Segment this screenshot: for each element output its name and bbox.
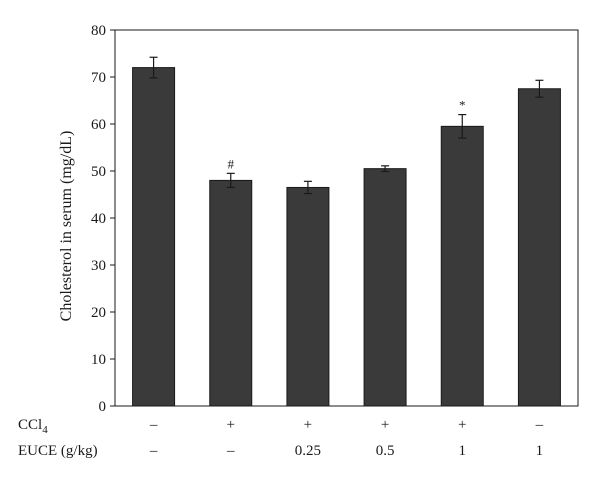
y-tick-label: 20 [91,305,106,321]
annotations: #* [228,98,466,172]
bar [286,186,330,407]
significance-marker: * [459,98,466,113]
condition-value: 0.5 [376,443,395,459]
condition-row: CCl4 – + + + + – [18,417,544,436]
condition-value: 1 [459,443,467,459]
plot-frame [114,29,579,407]
y-tick-label: 70 [91,70,106,86]
condition-value: + [458,417,466,433]
condition-row-label: EUCE (g/kg) [18,443,98,459]
condition-value: + [227,417,235,433]
condition-row-label: CCl4 [18,417,48,436]
bar [517,88,561,407]
condition-value: – [149,417,158,433]
bar [132,67,176,407]
condition-row: EUCE (g/kg) – – 0.25 0.5 1 1 [18,443,543,459]
y-tick-label: 10 [91,352,106,368]
y-axis-label: Cholesterol in serum (mg/dL) [58,131,75,322]
y-tick-label: 50 [91,164,106,180]
error-bar [381,165,390,173]
error-bar [226,172,235,189]
y-tick-label: 60 [91,117,106,133]
y-tick-label: 0 [99,399,107,415]
condition-value: – [535,417,544,433]
error-bars [149,56,544,195]
y-tick-label: 80 [91,23,106,39]
bar [363,168,407,407]
condition-value: + [381,417,389,433]
bars [132,67,561,407]
y-tick-label: 40 [91,211,106,227]
y-tick-label: 30 [91,258,106,274]
condition-value: 0.25 [295,443,321,459]
condition-value: 1 [536,443,544,459]
condition-value: + [304,417,312,433]
condition-rows: CCl4 – + + + + – EUCE (g/kg) – – 0.25 0.5 1 1 [18,417,544,459]
significance-marker: # [228,156,235,171]
condition-value: – [226,443,235,459]
bar [440,125,484,407]
error-bar [149,56,158,79]
condition-value: – [149,443,158,459]
error-bar [458,113,467,139]
error-bar [535,79,544,98]
plot-border [114,29,579,407]
bar [209,179,253,407]
y-axis: 0 10 20 30 40 50 60 70 80 [91,23,115,415]
error-bar [303,180,312,195]
